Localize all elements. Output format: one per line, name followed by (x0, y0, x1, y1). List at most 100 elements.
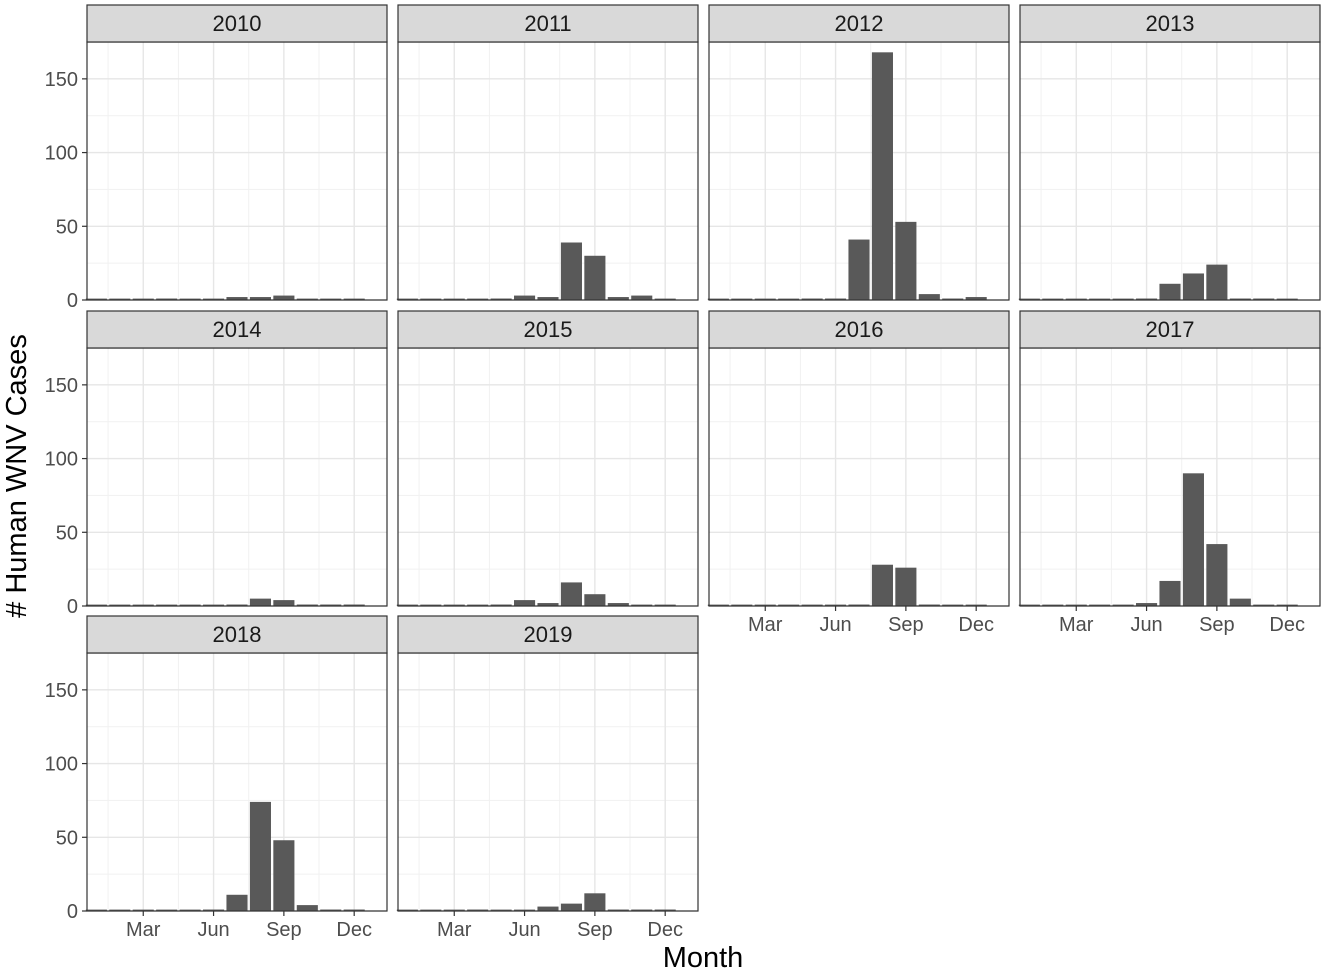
facet-strip-label: 2013 (1146, 11, 1195, 36)
bar (226, 894, 248, 911)
bar (443, 909, 465, 911)
x-tick-label: Jun (1130, 614, 1162, 636)
bar (754, 604, 776, 606)
panel-background (398, 42, 698, 300)
bar (1253, 298, 1275, 300)
bar (396, 909, 418, 911)
bar (942, 604, 964, 606)
bar (1229, 298, 1251, 300)
bar (296, 298, 318, 300)
facet-strip (86, 310, 388, 349)
bar (537, 603, 559, 606)
bar (778, 604, 800, 606)
bar (249, 297, 271, 300)
bar (1018, 604, 1040, 606)
facet-panel-2011: 2011 (396, 4, 699, 301)
facet-panel-2017: 2017 Mar Jun Sep Dec (1018, 310, 1321, 636)
bar (560, 582, 582, 606)
y-tick-label: 100 (45, 754, 78, 776)
bar (707, 604, 729, 606)
bar (631, 604, 653, 606)
bar (1065, 298, 1087, 300)
bar (654, 298, 676, 300)
bar (203, 909, 225, 911)
x-tick-label: Sep (577, 919, 613, 941)
bar (490, 298, 512, 300)
x-tick-label: Dec (958, 614, 994, 636)
bar (85, 298, 107, 300)
bar (1089, 298, 1111, 300)
x-tick-label: Jun (819, 614, 851, 636)
x-axis-label: Month (663, 942, 744, 972)
bar (109, 909, 131, 911)
facet-strip-label: 2010 (213, 11, 262, 36)
bar (443, 604, 465, 606)
bar (179, 604, 201, 606)
facet-strip (708, 4, 1010, 43)
y-tick-label: 150 (45, 69, 78, 91)
bar (1206, 264, 1228, 300)
bar (1182, 273, 1204, 300)
bar (467, 604, 489, 606)
bar (296, 604, 318, 606)
bar (514, 295, 536, 300)
bar (871, 564, 893, 606)
bar (537, 906, 559, 911)
x-tick-label: Mar (1059, 614, 1094, 636)
bar (443, 298, 465, 300)
bar (1112, 604, 1134, 606)
bar (296, 905, 318, 911)
y-tick-label: 50 (56, 216, 78, 238)
bar (420, 298, 442, 300)
x-tick-label: Sep (888, 614, 924, 636)
bar (584, 255, 606, 300)
bar (226, 604, 248, 606)
facet-strip (86, 615, 388, 654)
bar (85, 909, 107, 911)
x-tick-label: Sep (1199, 614, 1235, 636)
facet-strip-label: 2017 (1146, 317, 1195, 342)
bar (607, 297, 629, 300)
bar (1136, 298, 1158, 300)
facet-strip (86, 4, 388, 43)
bar (203, 604, 225, 606)
x-tick-label: Mar (748, 614, 783, 636)
bar (942, 298, 964, 300)
facet-strip-label: 2014 (213, 317, 262, 342)
bar (918, 294, 940, 300)
facet-strip (1019, 310, 1321, 349)
bar (537, 297, 559, 300)
facet-strip-label: 2012 (835, 11, 884, 36)
panel-background (87, 653, 387, 911)
bar (584, 893, 606, 911)
x-tick-label: Sep (266, 919, 302, 941)
bar (965, 297, 987, 300)
bar (825, 604, 847, 606)
bar (871, 52, 893, 300)
bar (156, 298, 178, 300)
facet-panel-2019: 2019 Mar Jun Sep Dec (396, 615, 699, 941)
facet-strip-label: 2011 (524, 11, 571, 36)
bar (1276, 604, 1298, 606)
bar (320, 298, 342, 300)
bar (1018, 298, 1040, 300)
bar (825, 298, 847, 300)
bar (1276, 298, 1298, 300)
bar (848, 239, 870, 300)
bar (343, 604, 365, 606)
y-tick-label: 100 (45, 143, 78, 165)
bar (396, 298, 418, 300)
facet-panel-2013: 2013 (1018, 4, 1321, 301)
bar (607, 603, 629, 606)
facet-strip (397, 4, 699, 43)
bar (707, 298, 729, 300)
bar (514, 600, 536, 606)
bar (249, 598, 271, 606)
bar (420, 604, 442, 606)
facet-panel-2010: 2010 0 50 100 150 (45, 4, 388, 312)
bar (607, 909, 629, 911)
bar (320, 604, 342, 606)
panel-background (87, 348, 387, 606)
bar (156, 909, 178, 911)
